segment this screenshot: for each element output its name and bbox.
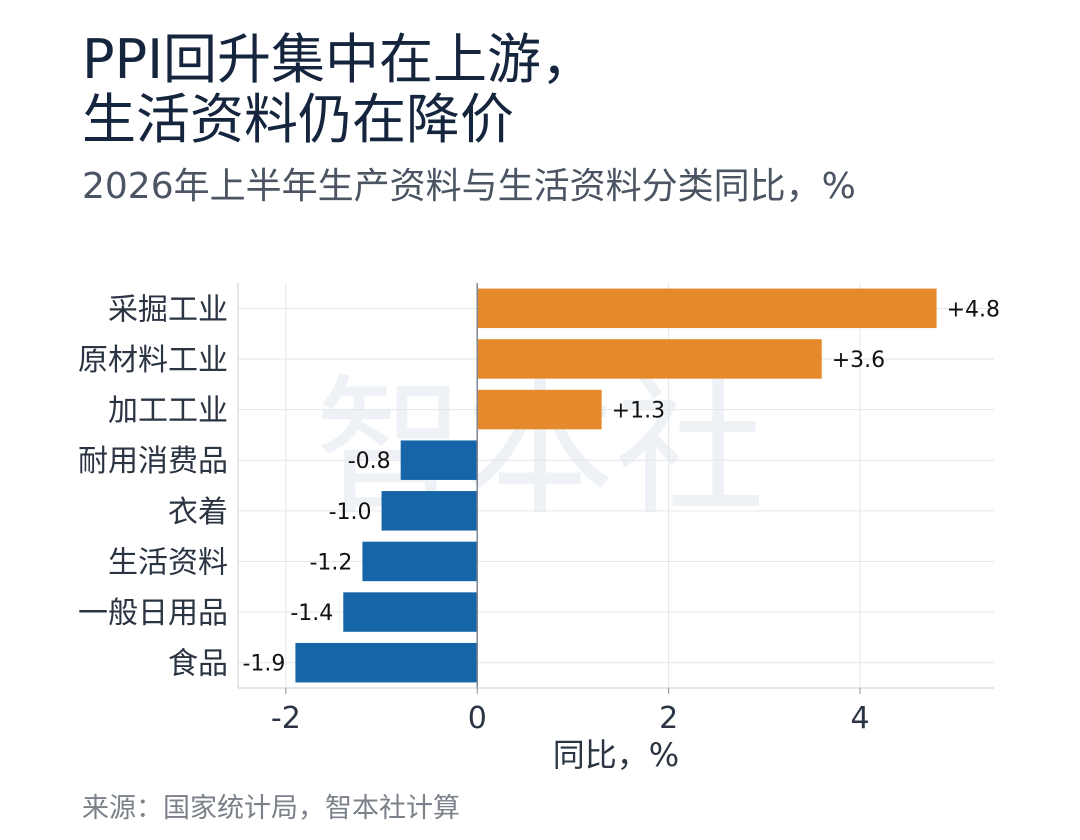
category-label: 衣着: [168, 495, 228, 530]
bar: [477, 389, 602, 430]
bar: [477, 288, 937, 329]
category-label: 一般日用品: [78, 596, 228, 631]
bar: [400, 440, 478, 480]
chart-subtitle: 2026年上半年生产资料与生活资料分类同比，%: [82, 166, 856, 207]
data-label: +1.3: [612, 399, 665, 424]
title-line-2: 生活资料仍在降价: [82, 88, 514, 151]
bar: [362, 541, 478, 582]
category-label: 耐用消费品: [78, 444, 228, 479]
category-label: 食品: [168, 647, 228, 682]
x-tick-label: 2: [659, 701, 678, 736]
title-line-1: PPI回升集中在上游，: [82, 28, 596, 91]
x-tick-label: 0: [468, 701, 487, 736]
source-note: 来源：国家统计局，智本社计算: [82, 793, 460, 824]
x-axis-label: 同比，%: [553, 736, 679, 774]
category-label: 采掘工业: [108, 292, 228, 327]
bar: [343, 592, 478, 632]
data-label: -1.9: [242, 652, 285, 677]
data-label: -1.2: [309, 550, 352, 575]
category-label: 原材料工业: [78, 343, 228, 378]
x-tick-label: 4: [850, 701, 869, 736]
x-tick-label: -2: [271, 701, 301, 736]
data-label: -0.8: [348, 449, 391, 474]
bar: [381, 491, 478, 531]
category-label: 生活资料: [108, 545, 228, 580]
data-label: +3.6: [832, 348, 885, 373]
data-label: +4.8: [947, 297, 1000, 322]
data-label: -1.0: [329, 500, 372, 525]
data-label: -1.4: [290, 601, 333, 626]
chart-title: PPI回升集中在上游， 生活资料仍在降价: [82, 30, 595, 150]
category-label: 加工工业: [108, 394, 228, 429]
bar: [477, 339, 822, 379]
bar: [295, 642, 478, 683]
bars: +4.8 +3.6 +1.3 -0.8 -1.0 -1.2 -1.4 -1.9: [242, 288, 1000, 683]
